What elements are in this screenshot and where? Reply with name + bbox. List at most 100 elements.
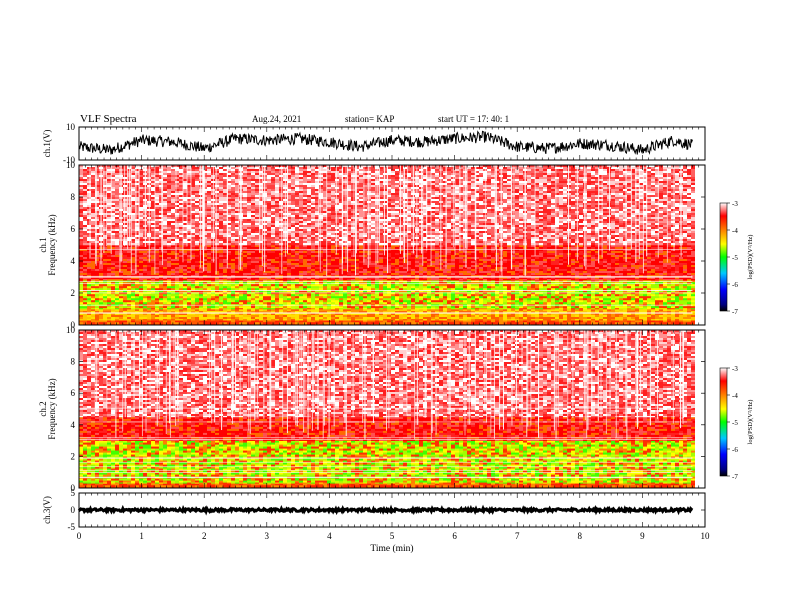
ch1-spectrogram-cell xyxy=(111,251,115,254)
ch1-spectrogram-cell xyxy=(623,284,627,287)
ch1-spectrogram-cell xyxy=(623,245,627,248)
ch1-spectrogram-cell xyxy=(303,255,307,258)
ch1-spectrogram-cell xyxy=(619,296,623,299)
ch1-spectrogram-cell xyxy=(635,249,639,252)
ch1-spectrogram-cell xyxy=(603,257,607,260)
ch1-spectrogram-cell xyxy=(475,300,479,303)
ch1-spectrogram-cell xyxy=(79,308,83,310)
ch1-spectrogram-cell xyxy=(463,251,467,254)
ch1-spectrogram-cell xyxy=(511,309,515,312)
ch1-spectrogram-cell xyxy=(315,247,319,250)
ch1-spectrogram-cell xyxy=(167,255,171,258)
ch1-spectrogram-cell xyxy=(155,290,159,293)
ch1-spectrogram-cell xyxy=(603,298,607,301)
ch1-spectrogram-cell xyxy=(555,308,559,310)
ch1-spectrogram-cell xyxy=(479,294,483,297)
ch1-spectrogram-cell xyxy=(151,288,155,291)
ch1-spectrogram-cell xyxy=(203,249,207,252)
ch1-spectrogram-cell xyxy=(615,255,619,258)
ch1-spectrogram-cell xyxy=(87,261,91,264)
ch1-spectrogram-cell xyxy=(631,251,635,254)
ch1-spectrogram-cell xyxy=(443,302,447,305)
ch1-spectrogram-cell xyxy=(327,292,331,295)
ch1-spectrogram-cell xyxy=(331,294,335,297)
ch1-spectrogram-cell xyxy=(599,317,603,320)
ch1-spectrogram-cell xyxy=(127,320,131,323)
ch1-spectrogram-cell xyxy=(423,249,427,252)
ch1-spectrogram-cell xyxy=(339,302,343,305)
ch1-spectrogram-cell xyxy=(527,294,531,297)
ch1-spectrogram-cell xyxy=(655,308,659,310)
ch1-spectrogram-cell xyxy=(507,300,511,303)
ch1-spectrogram-cell xyxy=(691,255,695,258)
ch1-spectrogram-cell xyxy=(311,298,315,301)
ch1-spectrogram-cell xyxy=(635,319,639,321)
ch1-spectrogram-cell xyxy=(543,322,547,325)
ch1-spectrogram-cell xyxy=(131,309,135,312)
ch1-spectrogram-cell xyxy=(487,308,491,310)
ch1-spectrogram-cell xyxy=(299,292,303,295)
ch1-spectrogram-cell xyxy=(83,313,87,316)
ch1-spectrogram-cell xyxy=(607,320,611,323)
ch1-spectrogram-cell xyxy=(527,249,531,252)
ch1-spectrogram-cell xyxy=(539,320,543,323)
ch1-spectrogram-cell xyxy=(651,298,655,301)
ch1-spectrogram-cell xyxy=(271,294,275,297)
ch1-spectrogram-cell xyxy=(503,309,507,312)
ch1-spectrogram-cell xyxy=(555,320,559,323)
ch1-spectrogram-cell xyxy=(383,296,387,299)
ch1-spectrogram-cell xyxy=(607,294,611,297)
ch1-spectrogram-cell xyxy=(479,255,483,258)
ch1-spectrogram-cell xyxy=(123,322,127,325)
ch1-spectrogram-cell xyxy=(115,317,119,320)
ch1-spectrogram-cell xyxy=(159,261,163,264)
ch1-spectrogram-cell xyxy=(111,259,115,262)
ch1-spectrogram-cell xyxy=(235,251,239,254)
ch1-spectrogram-cell xyxy=(343,251,347,254)
ch1-spectrogram-cell xyxy=(155,322,159,325)
ch1-spectrogram-cell xyxy=(639,300,643,303)
ch1-spectrogram-cell xyxy=(359,302,363,305)
ch1-spectrogram-cell xyxy=(659,294,663,297)
ch1-spectrogram-cell xyxy=(691,259,695,262)
ch1-spectrogram-cell xyxy=(243,245,247,248)
ch1-spectrogram-cell xyxy=(615,245,619,248)
ch1-spectrogram-cell xyxy=(379,313,383,316)
ch1-spectrogram-cell xyxy=(359,294,363,297)
ch1-spectrogram-cell xyxy=(459,292,463,295)
ch1-spectrogram-cell xyxy=(371,319,375,321)
ch1-spectrogram-cell xyxy=(559,247,563,250)
ch1-spectrogram-cell xyxy=(583,317,587,320)
ch1-spectrogram-cell xyxy=(279,294,283,297)
ch1-spectrogram-cell xyxy=(423,245,427,248)
ch1-spectrogram-cell xyxy=(111,255,115,258)
ch1-spectrogram-cell xyxy=(539,251,543,254)
ch1-spectrogram-cell xyxy=(567,290,571,293)
ch1-spectrogram-cell xyxy=(359,257,363,260)
ch1-spectrogram-cell xyxy=(455,255,459,258)
ch1-spectrogram-cell xyxy=(435,290,439,293)
ch1-spectrogram-cell xyxy=(123,247,127,250)
ch1-spectrogram-cell xyxy=(591,284,595,287)
ch1-spectrogram-cell xyxy=(363,309,367,312)
ch1-spectrogram-cell xyxy=(207,317,211,320)
ch1-spectrogram-cell xyxy=(95,251,99,254)
ch1-spectrogram-cell xyxy=(163,286,167,289)
ch1-spectrogram-cell xyxy=(127,290,131,293)
ch1-spectrogram-cell xyxy=(299,309,303,312)
ch1-spectrogram-cell xyxy=(675,322,679,325)
ch1-spectrogram-cell xyxy=(455,308,459,310)
ch1-spectrogram-cell xyxy=(515,253,519,256)
ch1-spectrogram-cell xyxy=(291,257,295,260)
ch1-spectrogram-cell xyxy=(95,259,99,262)
ch1-spectrogram-cell xyxy=(351,245,355,248)
ch1-spectrogram-cell xyxy=(87,313,91,316)
ch1-spectrogram-cell xyxy=(603,284,607,287)
ch1-spectrogram-cell xyxy=(383,257,387,260)
ch1-spectrogram-cell xyxy=(111,249,115,252)
ch1-spectrogram-cell xyxy=(279,309,283,312)
ch1-spectrogram-cell xyxy=(255,294,259,297)
ch1-spectrogram-cell xyxy=(463,257,467,260)
ch1-spectrogram-cell xyxy=(79,300,83,303)
ch1-spectrogram-cell xyxy=(463,253,467,256)
